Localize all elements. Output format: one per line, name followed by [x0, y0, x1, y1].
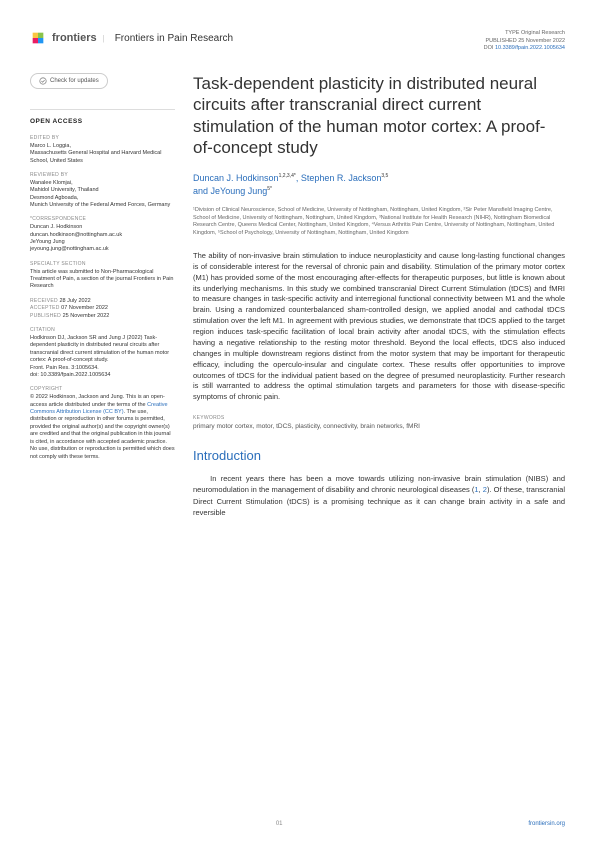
keywords: primary motor cortex, motor, tDCS, plast…: [193, 423, 565, 430]
open-access-label: OPEN ACCESS: [30, 118, 175, 127]
check-updates-badge[interactable]: Check for updates: [30, 73, 108, 89]
reviewed-by-label: REVIEWED BY: [30, 172, 175, 179]
correspondence-label: *CORRESPONDENCE: [30, 216, 175, 223]
journal-name: Frontiers in Pain Research: [115, 33, 233, 44]
edited-by: Marco L. Loggia, Massachusetts General H…: [30, 143, 175, 165]
page-footer: 01 frontiersin.org: [30, 815, 565, 827]
copyright: © 2022 Hodkinson, Jackson and Jung. This…: [30, 394, 175, 461]
intro-heading: Introduction: [193, 448, 565, 463]
affiliations: ¹Division of Clinical Neuroscience, Scho…: [193, 207, 565, 237]
intro-paragraph: In recent years there has been a move to…: [193, 473, 565, 518]
sidebar: Check for updates OPEN ACCESS EDITED BY …: [30, 73, 175, 518]
edited-by-label: EDITED BY: [30, 135, 175, 142]
specialty: This article was submitted to Non-Pharma…: [30, 269, 175, 291]
citation-label: CITATION: [30, 327, 175, 334]
logo-area: frontiers | Frontiers in Pain Research: [30, 30, 233, 46]
specialty-label: SPECIALTY SECTION: [30, 261, 175, 268]
abstract: The ability of non-invasive brain stimul…: [193, 251, 565, 403]
correspondence: Duncan J. Hodkinson duncan.hodkinson@not…: [30, 224, 175, 254]
footer-link[interactable]: frontiersin.org: [528, 821, 565, 827]
doi-link[interactable]: 10.3389/fpain.2022.1005634: [495, 45, 565, 51]
page-number: 01: [276, 821, 283, 827]
page-header: frontiers | Frontiers in Pain Research T…: [30, 30, 565, 53]
check-icon: [39, 77, 47, 85]
article-title: Task-dependent plasticity in distributed…: [193, 73, 565, 158]
citation: Hodkinson DJ, Jackson SR and Jung J (202…: [30, 335, 175, 380]
main-content: Task-dependent plasticity in distributed…: [193, 73, 565, 518]
keywords-label: KEYWORDS: [193, 415, 565, 421]
authors: Duncan J. Hodkinson1,2,3,4*, Stephen R. …: [193, 172, 565, 197]
reviewed-by: Wanalee Klomjai, Mahidol University, Tha…: [30, 180, 175, 210]
logo-text: frontiers: [52, 32, 97, 44]
copyright-label: COPYRIGHT: [30, 386, 175, 393]
meta-top: TYPE Original Research PUBLISHED 25 Nove…: [484, 30, 565, 53]
frontiers-logo-icon: [30, 30, 46, 46]
